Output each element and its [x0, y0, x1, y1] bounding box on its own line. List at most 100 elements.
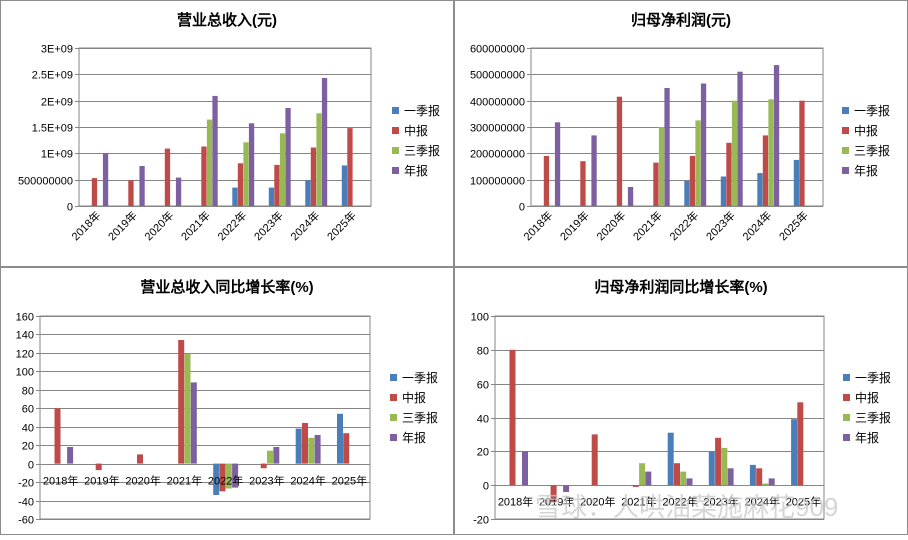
- bar-一季报-2024年: [305, 180, 311, 206]
- bar-中报-2025年: [347, 128, 353, 206]
- bar-年报-2018年: [522, 451, 528, 486]
- x-tick-label: 2024年: [745, 495, 780, 509]
- y-tick-label: 140: [16, 330, 34, 342]
- y-tick-label: 60: [22, 404, 34, 416]
- bar-中报-2019年: [580, 161, 586, 206]
- bar-年报-2024年: [773, 65, 780, 206]
- bar-一季报-2024年: [757, 173, 763, 206]
- bar-年报-2021年: [190, 382, 197, 464]
- legend-label: 三季报: [854, 143, 890, 158]
- bar-三季报-2021年: [184, 353, 191, 464]
- bar-一季报-2023年: [708, 451, 715, 486]
- bar-年报-2020年: [627, 187, 634, 206]
- legend-label: 中报: [402, 390, 426, 405]
- bar-中报-2024年: [302, 423, 308, 464]
- bar-年报-2021年: [664, 88, 670, 206]
- bar-中报-2023年: [260, 463, 267, 469]
- bar-一季报-2024年: [749, 464, 756, 486]
- y-tick-label: 600000000: [470, 44, 525, 56]
- bar-年报-2023年: [737, 71, 743, 206]
- bar-三季报-2022年: [680, 471, 687, 486]
- bar-年报-2020年: [175, 177, 182, 206]
- bar-三季报-2024年: [762, 483, 769, 486]
- y-tick-label: 0: [483, 481, 489, 493]
- bar-三季报-2024年: [316, 113, 322, 206]
- legend-label: 一季报: [402, 370, 438, 385]
- bar-年报-2021年: [645, 471, 652, 486]
- legend-swatch: [390, 374, 397, 381]
- bar-年报-2022年: [248, 123, 255, 206]
- bar-年报-2024年: [314, 435, 321, 464]
- bar-中报-2020年: [616, 96, 623, 206]
- bar-年报-2018年: [102, 153, 109, 206]
- y-tick-label: -20: [18, 478, 34, 490]
- x-tick-label: 2020年: [580, 495, 615, 509]
- plot-area: [494, 315, 825, 520]
- y-tick-label: 400000000: [470, 97, 525, 109]
- bar-三季报-2024年: [768, 99, 774, 206]
- bar-中报-2025年: [797, 402, 804, 486]
- bar-年报-2019年: [139, 166, 145, 206]
- y-tick-label: 80: [477, 346, 489, 358]
- bar-三季报-2022年: [243, 142, 249, 206]
- watermark-text: 雪球：人哄油菜施麻花909: [535, 492, 838, 522]
- chart-panel-2: 归母净利润(元) 0 100000000 200000000 300000000 4000…: [454, 0, 908, 267]
- bar-一季报-2025年: [337, 413, 343, 464]
- chart-panel-3: 营业总收入同比增长率(%) -60 -40 -20 0 20 40 60 80 100 120 140…: [0, 267, 454, 535]
- bar-三季报-2021年: [639, 463, 646, 486]
- y-tick-label: 20: [22, 441, 34, 453]
- bar-年报-2022年: [232, 463, 239, 488]
- legend-label: 年报: [404, 163, 428, 178]
- bar-三季报-2024年: [308, 437, 315, 464]
- bar-中报-2018年: [543, 156, 550, 206]
- bar-中报-2021年: [178, 340, 185, 464]
- x-tick-label: 2022年: [208, 474, 243, 488]
- chart-panel-4: 归母净利润同比增长率(%) -20 0 20 40 60 80 100 2018年 2019年 20…: [454, 267, 908, 535]
- y-tick-label: 60: [477, 380, 489, 392]
- bar-中报-2021年: [201, 146, 207, 206]
- bar-年报-2019年: [563, 485, 570, 492]
- legend-label: 三季报: [404, 143, 440, 158]
- legend-swatch: [842, 147, 849, 154]
- x-tick-label: 2023年: [249, 474, 284, 488]
- legend-swatch: [843, 394, 850, 401]
- x-tick-label: 2019年: [539, 495, 574, 509]
- x-tick-label: 2018年: [43, 474, 78, 488]
- bar-中报-2022年: [689, 156, 696, 206]
- legend-swatch: [392, 127, 399, 134]
- bar-一季报-2023年: [720, 176, 727, 206]
- bar-三季报-2021年: [658, 127, 665, 206]
- bar-中报-2019年: [550, 485, 557, 503]
- y-tick-label: 0: [28, 460, 34, 472]
- bar-中报-2025年: [343, 433, 350, 464]
- bar-中报-2024年: [762, 135, 769, 206]
- plot-area: [39, 315, 371, 520]
- x-tick-label: 2021年: [621, 495, 656, 509]
- legend-label: 中报: [854, 123, 878, 138]
- y-tick-label: 0: [67, 202, 73, 214]
- y-tick-label: 500000000: [18, 176, 73, 188]
- bar-中报-2025年: [799, 100, 805, 206]
- bar-年报-2023年: [285, 108, 291, 206]
- legend-swatch: [390, 434, 397, 441]
- bar-一季报-2022年: [684, 181, 690, 206]
- x-tick-label: 2024年: [290, 474, 325, 488]
- bar-中报-2020年: [164, 148, 171, 206]
- bar-年报-2018年: [554, 122, 561, 206]
- chart-title: 归母净利润同比增长率(%): [594, 278, 767, 296]
- y-tick-label: 40: [22, 423, 34, 435]
- y-tick-label: 100000000: [470, 176, 525, 188]
- y-tick-label: 300000000: [470, 123, 525, 135]
- y-tick-label: 100: [16, 367, 34, 379]
- x-tick-label: 2025年: [786, 495, 821, 509]
- bar-三季报-2023年: [279, 133, 286, 206]
- legend-label: 年报: [854, 163, 878, 178]
- bar-一季报-2022年: [213, 463, 220, 495]
- bar-一季报-2025年: [791, 419, 798, 486]
- y-tick-label: 1E+09: [41, 149, 73, 161]
- bar-年报-2024年: [768, 478, 775, 486]
- bar-年报-2018年: [67, 447, 74, 464]
